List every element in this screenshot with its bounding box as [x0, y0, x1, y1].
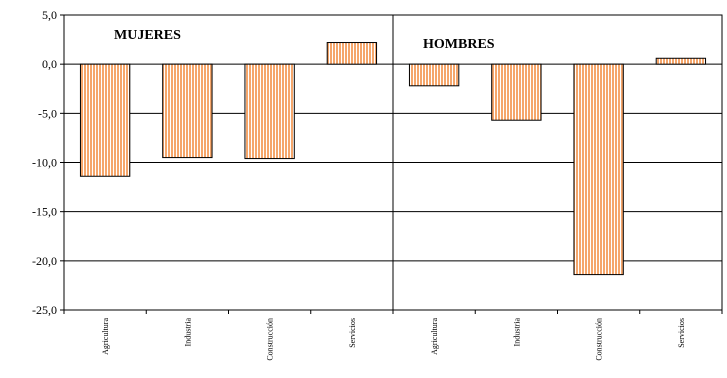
x-category-label: Agricultura [101, 318, 110, 355]
bar-hombres-1 [491, 63, 542, 121]
y-tick-label: -10,0 [32, 156, 57, 170]
bar-mujeres-1 [162, 63, 213, 159]
x-category-label: Construcción [595, 318, 604, 361]
y-tick-label: 5,0 [42, 8, 57, 22]
axes [60, 14, 723, 314]
x-axis-tick-labels: Agricultura Industria Construcción Servicio… [101, 318, 686, 361]
y-tick-label: -20,0 [32, 254, 57, 268]
panel-title-hombres: HOMBRES [423, 37, 495, 52]
x-category-label: Agricultura [430, 318, 439, 355]
y-tick-label: 0,0 [42, 57, 57, 71]
bar-hombres-0 [408, 63, 460, 87]
bar-mujeres-3 [326, 42, 378, 65]
y-tick-label: -5,0 [38, 106, 57, 120]
bar-hombres-2 [573, 63, 624, 276]
bars [79, 42, 707, 276]
y-tick-label: -15,0 [32, 205, 57, 219]
x-category-label: Industria [183, 318, 192, 347]
panel-titles: MUJERES HOMBRES [114, 28, 495, 52]
panel-title-mujeres: MUJERES [114, 28, 181, 43]
bar-mujeres-2 [244, 63, 295, 160]
x-category-label: Industria [512, 318, 521, 347]
x-category-label: Servicios [677, 318, 686, 348]
y-tick-label: -25,0 [32, 303, 57, 317]
y-axis-tick-labels: 5,0 0,0 -5,0 -10,0 -15,0 -20,0 -25,0 [32, 8, 57, 317]
bar-mujeres-0 [79, 63, 131, 177]
bar-hombres-3 [655, 57, 707, 65]
x-category-label: Servicios [348, 318, 357, 348]
x-category-label: Construcción [266, 318, 275, 361]
